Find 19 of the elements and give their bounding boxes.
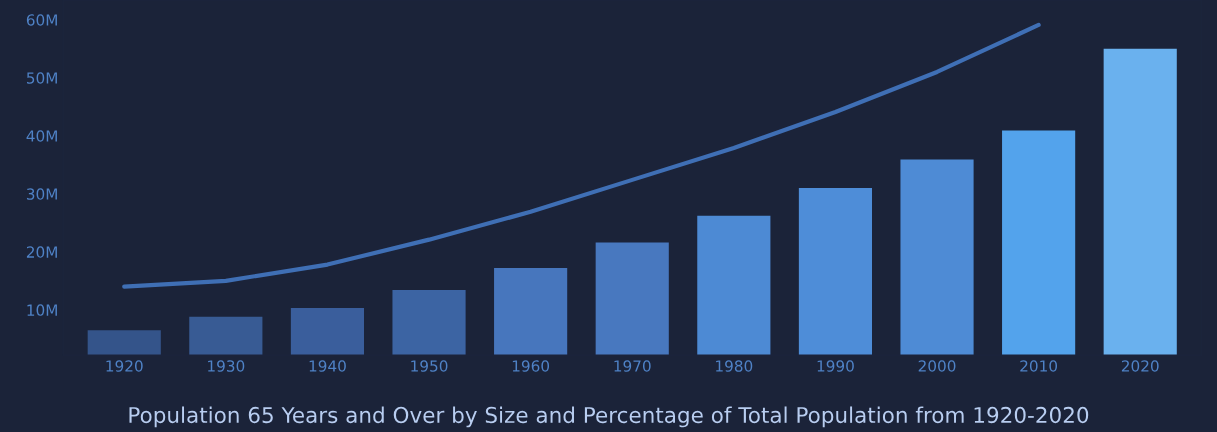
x-tick-label: 1950 bbox=[411, 360, 448, 372]
x-tick-label: 1960 bbox=[512, 360, 550, 372]
y-tick-label: 60M bbox=[26, 14, 57, 26]
x-tick-label: 1970 bbox=[614, 360, 651, 372]
x-tick-label: 2010 bbox=[1020, 360, 1058, 372]
x-tick-label: 1990 bbox=[817, 360, 854, 372]
y-tick-label: 10M bbox=[27, 304, 57, 316]
y-tick-label: 20M bbox=[26, 246, 57, 258]
text: Population 65 Years and Over by Size and Percentage of Total Population from 1920-2020 bbox=[129, 406, 1089, 428]
y-tick-label: 50M bbox=[26, 72, 57, 84]
y-tick-label: 30M bbox=[26, 188, 57, 200]
line-series bbox=[122, 22, 1041, 289]
y-tick-label: 40M bbox=[26, 130, 57, 142]
x-tick-label: 1980 bbox=[716, 360, 753, 372]
x-tick-label: 1940 bbox=[309, 360, 346, 372]
x-tick-label: 2000 bbox=[918, 360, 956, 372]
x-tick-label: 1920 bbox=[106, 360, 143, 372]
x-tick-label: 1930 bbox=[208, 360, 245, 372]
x-tick-label: 2020 bbox=[1121, 360, 1159, 372]
